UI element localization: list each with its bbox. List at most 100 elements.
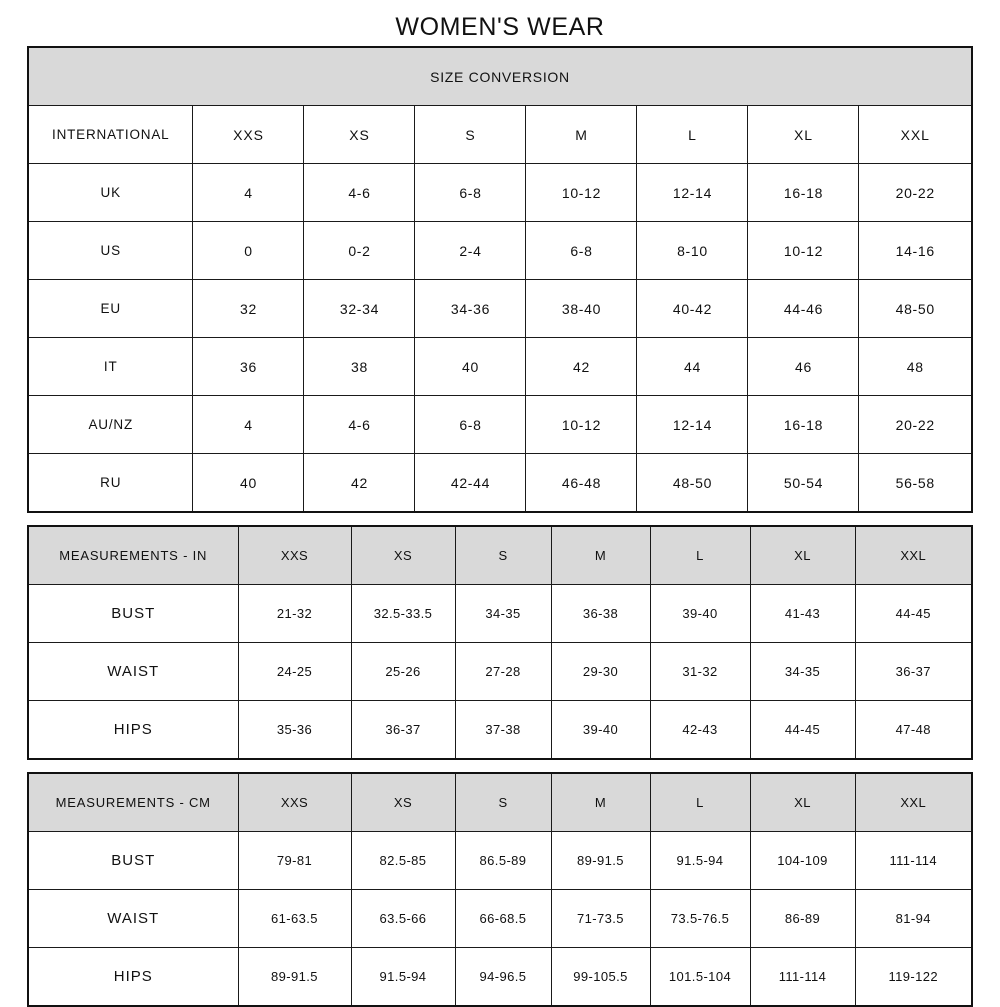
table-cell: 21-32 — [237, 584, 352, 643]
column-header-international: INTERNATIONAL — [27, 105, 194, 164]
table-cell: 111-114 — [749, 947, 856, 1007]
table-cell: 66-68.5 — [454, 889, 552, 948]
table-cell: 20-22 — [858, 395, 973, 454]
table-cell: 27-28 — [454, 642, 552, 701]
column-header-s: S — [454, 525, 552, 585]
table-cell: 6-8 — [525, 221, 638, 280]
table-cell: 36-37 — [350, 700, 456, 760]
table-cell: 25-26 — [350, 642, 456, 701]
table-cell: 14-16 — [858, 221, 973, 280]
table-cell: 71-73.5 — [550, 889, 651, 948]
row-label-hips: HIPS — [27, 700, 239, 760]
table-cell: 2-4 — [414, 221, 527, 280]
table-row: IT 36 38 40 42 44 46 48 — [27, 337, 973, 396]
table-cell: 34-35 — [749, 642, 856, 701]
column-header-xxl: XXL — [858, 105, 973, 164]
table-cell: 91.5-94 — [350, 947, 456, 1007]
table-cell: 20-22 — [858, 163, 973, 222]
column-header-s: S — [414, 105, 527, 164]
table-cell: 36-37 — [854, 642, 973, 701]
table-cell: 48-50 — [858, 279, 973, 338]
table-row: WAIST 24-25 25-26 27-28 29-30 31-32 34-35 36-37 — [27, 642, 973, 701]
row-label-waist: WAIST — [27, 889, 239, 948]
column-header-xs: XS — [350, 525, 456, 585]
column-header-xl: XL — [747, 105, 860, 164]
row-label-hips: HIPS — [27, 947, 239, 1007]
table-cell: 4-6 — [303, 163, 416, 222]
table-cell: 4 — [192, 395, 305, 454]
column-header-measurements: MEASUREMENTS - CM — [27, 772, 239, 832]
table-cell: 34-35 — [454, 584, 552, 643]
table-row: BUST 79-81 82.5-85 86.5-89 89-91.5 91.5-94 104… — [27, 831, 973, 890]
table-cell: 86-89 — [749, 889, 856, 948]
table-header-row: MEASUREMENTS - IN XXS XS S M L XL XXL — [27, 525, 973, 585]
table-row: AU/NZ 4 4-6 6-8 10-12 12-14 16-18 20-22 — [27, 395, 973, 454]
row-label-waist: WAIST — [27, 642, 239, 701]
size-conversion-table: SIZE CONVERSION INTERNATIONAL XXS XS S M L XL XX… — [26, 46, 973, 513]
row-label-bust: BUST — [27, 584, 239, 643]
size-conversion-band-label: SIZE CONVERSION — [27, 46, 973, 106]
size-conversion-band-row: SIZE CONVERSION — [27, 46, 973, 106]
column-header-m: M — [550, 525, 651, 585]
row-label-it: IT — [27, 337, 194, 396]
table-cell: 89-91.5 — [237, 947, 352, 1007]
table-cell: 32 — [192, 279, 305, 338]
table-cell: 44-45 — [854, 584, 973, 643]
column-header-xxl: XXL — [854, 525, 973, 585]
table-cell: 6-8 — [414, 395, 527, 454]
table-cell: 40 — [192, 453, 305, 513]
table-cell: 16-18 — [747, 395, 860, 454]
table-cell: 12-14 — [636, 163, 749, 222]
table-row: HIPS 35-36 36-37 37-38 39-40 42-43 44-45 47-48 — [27, 700, 973, 760]
table-cell: 47-48 — [854, 700, 973, 760]
table-cell: 48-50 — [636, 453, 749, 513]
table-cell: 6-8 — [414, 163, 527, 222]
column-header-xxs: XXS — [192, 105, 305, 164]
table-cell: 81-94 — [854, 889, 973, 948]
column-header-xl: XL — [749, 525, 856, 585]
measurements-cm-table: MEASUREMENTS - CM XXS XS S M L XL XXL BUST 79-81 8… — [27, 772, 973, 1007]
table-cell: 50-54 — [747, 453, 860, 513]
column-header-s: S — [454, 772, 552, 832]
column-header-m: M — [550, 772, 651, 832]
table-cell: 89-91.5 — [550, 831, 651, 890]
table-row: RU 40 42 42-44 46-48 48-50 50-54 56-58 — [27, 453, 973, 513]
table-cell: 32.5-33.5 — [350, 584, 456, 643]
table-cell: 46 — [747, 337, 860, 396]
table-cell: 32-34 — [303, 279, 416, 338]
table-cell: 35-36 — [237, 700, 352, 760]
table-cell: 56-58 — [858, 453, 973, 513]
table-row: HIPS 89-91.5 91.5-94 94-96.5 99-105.5 101.5-1… — [27, 947, 973, 1007]
table-cell: 38-40 — [525, 279, 638, 338]
table-cell: 63.5-66 — [350, 889, 456, 948]
page-title: WOMEN'S WEAR — [395, 13, 605, 41]
table-cell: 4-6 — [303, 395, 416, 454]
table-cell: 44-45 — [749, 700, 856, 760]
column-header-m: M — [525, 105, 638, 164]
table-cell: 10-12 — [747, 221, 860, 280]
table-cell: 8-10 — [636, 221, 749, 280]
table-gap — [0, 760, 1000, 772]
table-cell: 37-38 — [454, 700, 552, 760]
table-cell: 4 — [192, 163, 305, 222]
column-header-measurements: MEASUREMENTS - IN — [27, 525, 239, 585]
row-label-us: US — [27, 221, 194, 280]
table-row: EU 32 32-34 34-36 38-40 40-42 44-46 48-50 — [27, 279, 973, 338]
table-cell: 42 — [525, 337, 638, 396]
table-row: BUST 21-32 32.5-33.5 34-35 36-38 39-40 41-43 44… — [27, 584, 973, 643]
table-cell: 38 — [303, 337, 416, 396]
measurements-in-table: MEASUREMENTS - IN XXS XS S M L XL XXL BUST 21-32 3… — [27, 525, 973, 760]
column-header-xs: XS — [303, 105, 416, 164]
column-header-l: L — [649, 525, 751, 585]
table-cell: 0 — [192, 221, 305, 280]
table-cell: 119-122 — [854, 947, 973, 1007]
column-header-xxs: XXS — [237, 525, 352, 585]
table-cell: 0-2 — [303, 221, 416, 280]
table-cell: 42-43 — [649, 700, 751, 760]
table-cell: 61-63.5 — [237, 889, 352, 948]
table-cell: 101.5-104 — [649, 947, 751, 1007]
row-label-au-nz: AU/NZ — [27, 395, 194, 454]
column-header-l: L — [636, 105, 749, 164]
table-row: US 0 0-2 2-4 6-8 8-10 10-12 14-16 — [27, 221, 973, 280]
